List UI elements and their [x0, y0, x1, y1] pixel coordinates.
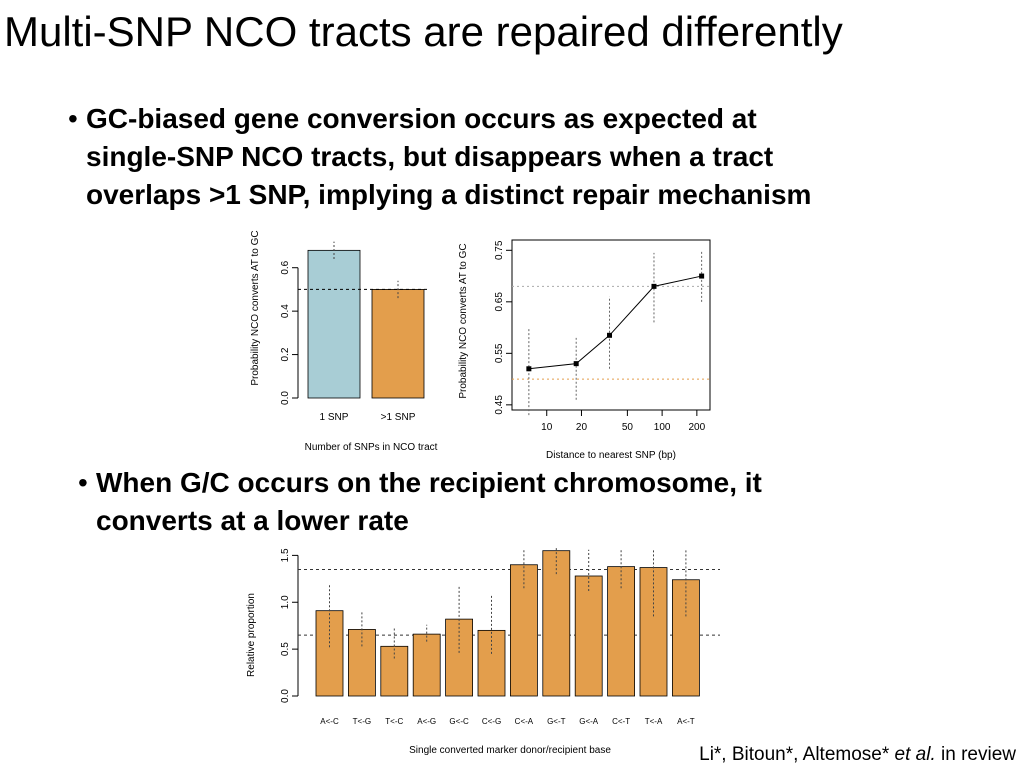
bullet-marker: •: [78, 467, 88, 498]
y-tick-label: 0.55: [494, 343, 505, 363]
bullet-marker: •: [68, 103, 78, 134]
x-tick-label: C<-T: [612, 717, 630, 726]
y-tick-label: 1.0: [280, 595, 291, 609]
data-point: [573, 361, 579, 367]
x-tick-label: A<-C: [320, 717, 339, 726]
citation: Li*, Bitoun*, Altemose* et al. in review: [699, 744, 1016, 766]
y-axis-label: Probability NCO converts AT to GC: [250, 230, 261, 385]
bullet-2-line-1: When G/C occurs on the recipient chromos…: [96, 467, 762, 498]
bar: [574, 575, 603, 697]
x-axis-label: Number of SNPs in NCO tract: [305, 442, 438, 453]
x-tick-label: C<-G: [482, 717, 501, 726]
y-tick-label: 0.45: [494, 395, 505, 415]
x-tick-label: T<-G: [353, 717, 371, 726]
data-point: [607, 332, 613, 338]
bar: [671, 579, 700, 697]
y-tick-label: 0.0: [280, 689, 291, 703]
data-point: [699, 273, 705, 279]
y-tick-label: 0.2: [280, 347, 291, 361]
data-point: [526, 366, 532, 372]
y-tick-label: 0.75: [494, 240, 505, 260]
x-tick-label: 100: [654, 422, 671, 433]
bar: [639, 567, 668, 697]
x-tick-label: A<-T: [677, 717, 695, 726]
data-point: [651, 283, 657, 289]
bar: [380, 645, 409, 697]
y-axis-label: Probability NCO converts AT to GC: [458, 243, 469, 398]
y-tick-label: 0.65: [494, 292, 505, 312]
y-axis-label: Relative proportion: [246, 593, 257, 677]
x-axis-label: Single converted marker donor/recipient …: [409, 745, 611, 756]
x-tick-label: 50: [622, 422, 634, 433]
citation-status: in review: [941, 744, 1016, 765]
slide-title: Multi-SNP NCO tracts are repaired differ…: [4, 8, 843, 55]
x-tick-label: 20: [576, 422, 588, 433]
bar: [412, 633, 441, 697]
x-tick-label: T<-C: [385, 717, 403, 726]
bar: [445, 618, 474, 697]
distance-line-chart: 0.45 0.55 0.65 0.75 10 20 50 100 200 Distance to …: [458, 239, 711, 461]
y-tick-label: 1.5: [280, 548, 291, 562]
y-tick-label: 0.0: [280, 391, 291, 405]
bullet-1-line-1: GC-biased gene conversion occurs as expe…: [86, 103, 757, 134]
citation-authors: Li*, Bitoun*, Altemose*: [699, 744, 890, 765]
x-tick-label: 1 SNP: [320, 412, 349, 423]
y-tick-label: 0.6: [280, 260, 291, 274]
snp-count-bar-chart: 0.0 0.2 0.4 0.6 1 SNP >1 SNP Number of SNPs in…: [250, 230, 438, 453]
bar: [307, 249, 361, 399]
base-conversion-bar-chart: 0.0 0.5 1.0 1.5 A<-C T<-G T<-C A<-G G<-C C<-G C<-A…: [246, 547, 720, 756]
bullet-2: • When G/C occurs on the recipient chrom…: [78, 464, 996, 540]
x-tick-label: G<-C: [449, 717, 469, 726]
x-tick-label: G<-A: [579, 717, 599, 726]
x-tick-label: T<-A: [645, 717, 663, 726]
x-tick-label: G<-T: [547, 717, 566, 726]
x-tick-label: >1 SNP: [381, 412, 416, 423]
bar: [315, 610, 344, 697]
x-axis-label: Distance to nearest SNP (bp): [546, 450, 676, 461]
bar: [542, 550, 571, 697]
x-tick-label: 10: [541, 422, 553, 433]
bullet-1: • GC-biased gene conversion occurs as ex…: [68, 100, 986, 214]
bar: [348, 629, 376, 697]
series-line: [528, 275, 702, 370]
bar: [371, 289, 425, 399]
bar: [509, 564, 538, 697]
x-tick-label: 200: [689, 422, 706, 433]
x-tick-label: A<-G: [417, 717, 436, 726]
y-tick-label: 0.4: [280, 304, 291, 318]
citation-etal: et al.: [894, 744, 936, 765]
y-tick-label: 0.5: [280, 642, 291, 656]
bar: [607, 566, 636, 697]
plot-frame: [511, 239, 711, 411]
bullet-2-line-2: converts at a lower rate: [96, 505, 409, 536]
x-tick-label: C<-A: [515, 717, 534, 726]
bullet-1-line-2: single-SNP NCO tracts, but disappears wh…: [86, 141, 774, 172]
bullet-1-line-3: overlaps >1 SNP, implying a distinct rep…: [86, 179, 812, 210]
